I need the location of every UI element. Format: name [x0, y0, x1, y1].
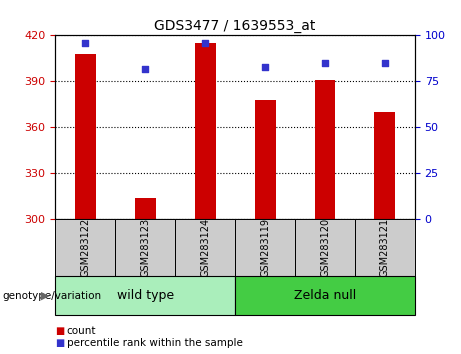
Text: Zelda null: Zelda null — [294, 289, 356, 302]
Text: genotype/variation: genotype/variation — [2, 291, 101, 301]
Bar — [314, 80, 336, 219]
Point — [321, 60, 329, 66]
Title: GDS3477 / 1639553_at: GDS3477 / 1639553_at — [154, 19, 316, 33]
Point — [381, 60, 389, 66]
Text: wild type: wild type — [117, 289, 174, 302]
Point — [261, 64, 269, 69]
Bar — [135, 198, 156, 219]
Bar — [195, 43, 216, 219]
Bar — [175, 219, 235, 276]
Point — [142, 66, 149, 72]
Text: GSM283119: GSM283119 — [260, 218, 270, 277]
Text: GSM283124: GSM283124 — [200, 218, 210, 278]
Text: ■: ■ — [55, 338, 65, 348]
Bar — [235, 276, 415, 315]
Text: percentile rank within the sample: percentile rank within the sample — [67, 338, 243, 348]
Bar — [55, 276, 235, 315]
Point — [201, 40, 209, 46]
Bar — [374, 112, 396, 219]
Point — [82, 40, 89, 46]
Bar — [55, 219, 115, 276]
Text: ■: ■ — [55, 326, 65, 336]
Text: count: count — [67, 326, 96, 336]
Text: ▶: ▶ — [41, 291, 50, 301]
Bar — [115, 219, 175, 276]
Bar — [355, 219, 415, 276]
Text: GSM283121: GSM283121 — [380, 218, 390, 278]
Text: GSM283120: GSM283120 — [320, 218, 330, 278]
Text: GSM283122: GSM283122 — [80, 218, 90, 278]
Bar — [254, 100, 276, 219]
Bar — [235, 219, 295, 276]
Bar — [75, 54, 96, 219]
Bar — [295, 219, 355, 276]
Text: GSM283123: GSM283123 — [140, 218, 150, 278]
